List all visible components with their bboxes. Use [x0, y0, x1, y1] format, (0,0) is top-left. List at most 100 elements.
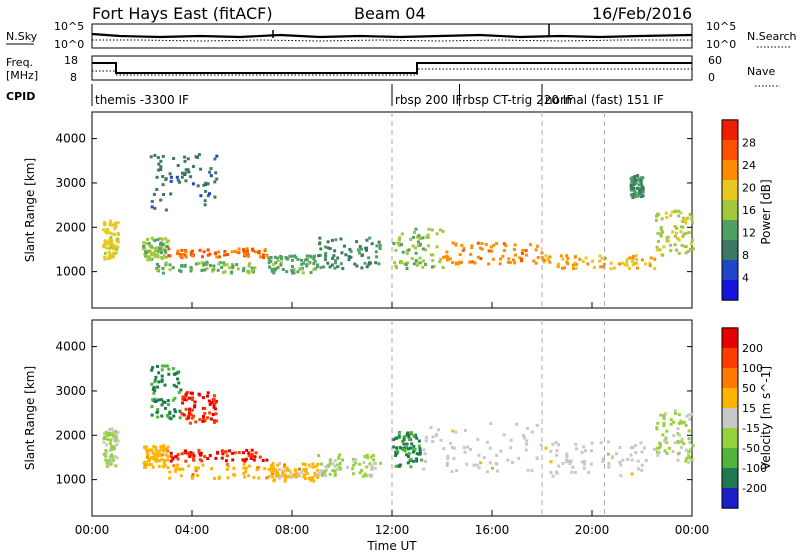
- data-cell: [463, 429, 467, 432]
- data-cell: [160, 458, 164, 462]
- freq-label-line1: Freq.: [6, 56, 33, 69]
- data-cell: [186, 157, 190, 161]
- data-cell: [656, 421, 660, 425]
- data-cell: [161, 175, 165, 178]
- data-cell: [282, 465, 286, 469]
- data-cell: [688, 247, 692, 251]
- data-cell: [142, 244, 146, 248]
- data-cell: [659, 413, 663, 417]
- colorbar-swatch: [722, 280, 738, 301]
- data-cell: [507, 257, 511, 261]
- data-cell: [161, 465, 165, 469]
- data-cell: [509, 446, 513, 450]
- data-cell: [149, 463, 153, 466]
- data-cell: [601, 460, 605, 463]
- data-cell: [206, 457, 210, 460]
- data-cell: [454, 430, 458, 434]
- data-cell: [678, 433, 681, 437]
- data-cell: [147, 241, 151, 245]
- data-cell: [203, 419, 207, 423]
- data-cell: [669, 243, 673, 247]
- data-cell: [274, 468, 278, 472]
- data-cell: [203, 455, 207, 459]
- data-cell: [638, 191, 642, 195]
- data-cell: [270, 470, 274, 474]
- data-cell: [157, 264, 161, 268]
- data-cell: [406, 447, 410, 451]
- data-cell: [188, 455, 192, 458]
- data-cell: [191, 165, 195, 168]
- data-cell: [633, 179, 637, 183]
- data-cell: [150, 205, 154, 209]
- data-cell: [146, 455, 149, 459]
- data-cell: [660, 217, 664, 221]
- data-cell: [211, 413, 215, 416]
- data-cell: [102, 243, 106, 247]
- data-cell: [150, 449, 154, 453]
- data-cell: [663, 412, 667, 416]
- data-cell: [175, 371, 179, 375]
- data-cell: [479, 461, 483, 465]
- data-cell: [241, 458, 245, 462]
- data-cell: [487, 249, 491, 253]
- data-cell: [525, 442, 528, 446]
- data-cell: [637, 467, 640, 471]
- colorbar-swatch: [722, 179, 738, 201]
- data-cell: [194, 469, 198, 473]
- data-cell: [405, 446, 409, 449]
- data-cell: [114, 435, 118, 439]
- data-cell: [463, 450, 467, 454]
- data-cell: [248, 262, 251, 266]
- data-cell: [247, 271, 251, 275]
- data-cell: [102, 440, 106, 444]
- data-cell: [187, 464, 191, 468]
- data-cell: [457, 262, 461, 265]
- data-cell: [267, 468, 271, 471]
- data-cell: [149, 253, 153, 256]
- data-cell: [665, 451, 669, 455]
- data-cell: [312, 479, 316, 483]
- data-cell: [111, 254, 115, 258]
- data-cell: [148, 255, 152, 259]
- data-cell: [192, 458, 196, 462]
- data-cell: [180, 248, 184, 252]
- power-colorbar: 28 24 20 16 12 8 4: [721, 119, 756, 301]
- data-cell: [641, 194, 645, 198]
- data-cell: [374, 462, 377, 466]
- data-cell: [548, 260, 552, 264]
- data-cell: [265, 458, 269, 462]
- data-cell: [172, 157, 176, 160]
- data-cell: [313, 259, 317, 263]
- data-cell: [156, 262, 159, 266]
- data-cell: [174, 468, 178, 472]
- data-cell: [296, 258, 300, 261]
- data-cell: [684, 448, 688, 452]
- data-cell: [619, 463, 623, 467]
- data-cell: [438, 228, 442, 232]
- data-cell: [423, 452, 427, 456]
- data-cell: [217, 250, 221, 254]
- data-cell: [155, 188, 159, 191]
- data-cell: [104, 454, 108, 458]
- data-cell: [201, 255, 204, 259]
- vertical-markers: [391, 112, 605, 516]
- data-cell: [442, 447, 446, 451]
- data-cell: [513, 261, 517, 265]
- data-cell: [394, 464, 398, 468]
- data-cell: [686, 216, 689, 220]
- data-cell: [210, 401, 214, 404]
- data-cell: [165, 364, 169, 368]
- data-cell: [535, 456, 539, 460]
- data-cell: [114, 439, 118, 443]
- data-cell: [352, 463, 356, 467]
- data-cell: [335, 468, 339, 471]
- data-cell: [180, 412, 184, 416]
- data-cell: [106, 464, 109, 468]
- data-cell: [222, 261, 226, 265]
- data-cell: [534, 261, 538, 265]
- data-cell: [397, 464, 401, 468]
- power-y-axis: 1000 2000 3000 4000: [55, 132, 692, 279]
- data-cell: [324, 474, 328, 478]
- colorbar-tick-label: 15: [742, 402, 756, 415]
- data-cell: [377, 240, 381, 244]
